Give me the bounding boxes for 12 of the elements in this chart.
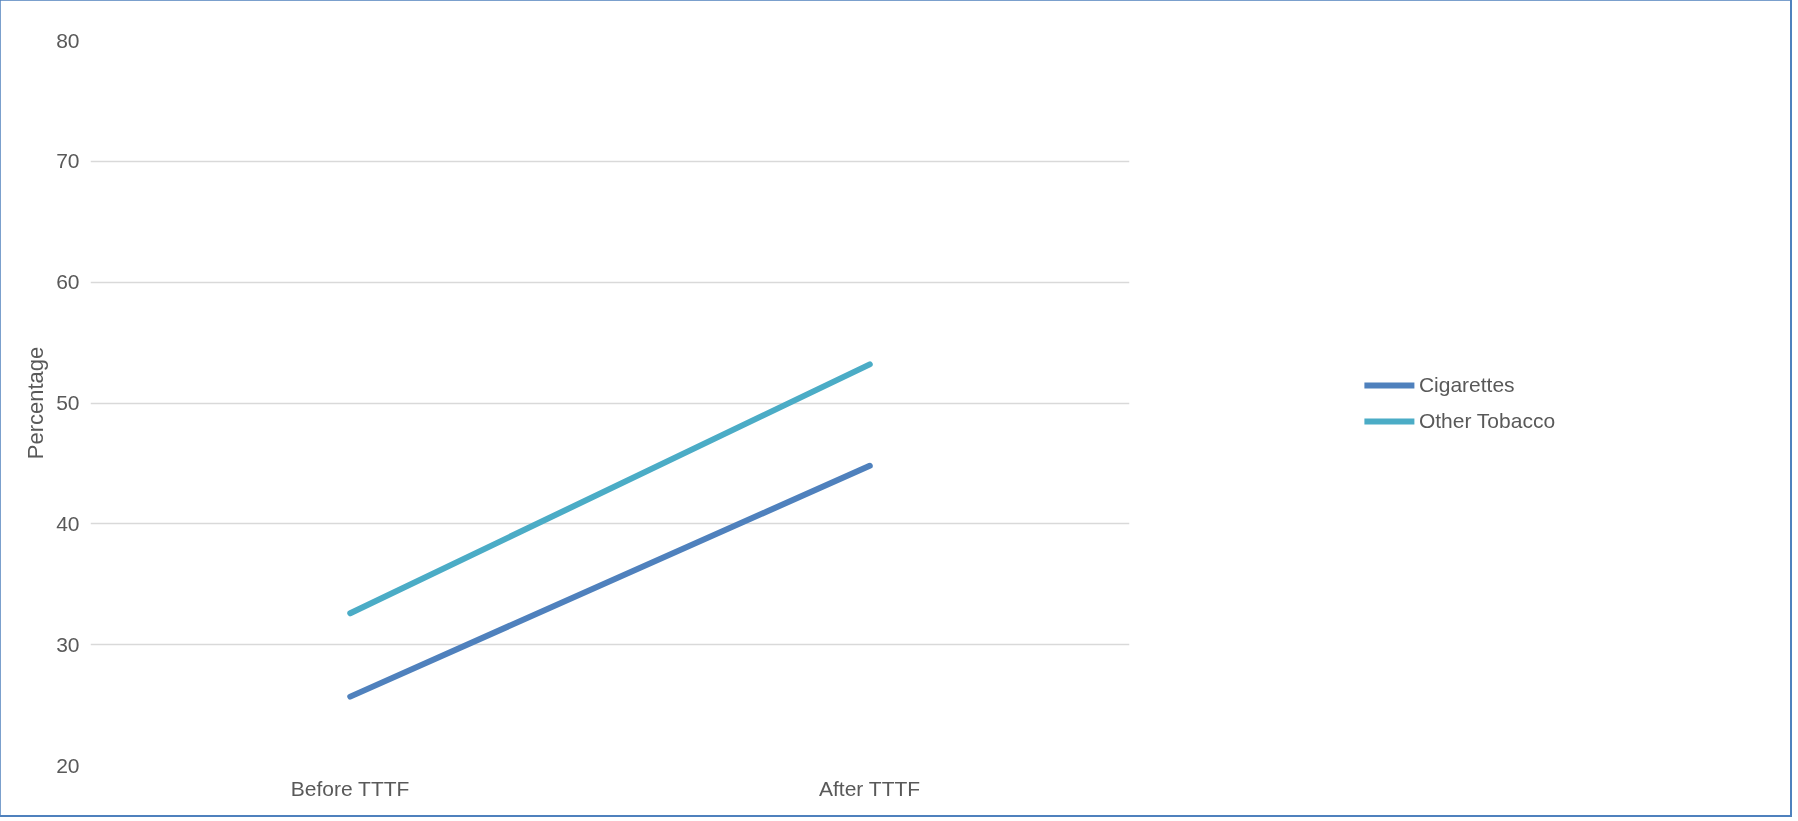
x-tick-label: Before TTTF — [290, 776, 410, 800]
y-tick-label: 40 — [56, 511, 80, 535]
y-tick-label: 20 — [56, 753, 80, 777]
y-tick-label: 60 — [56, 270, 80, 294]
legend-label: Cigarettes — [1418, 372, 1515, 397]
x-tick-label: After TTTF — [819, 776, 921, 800]
y-tick-label: 70 — [56, 149, 80, 173]
y-tick-label: 30 — [56, 632, 80, 656]
legend-label: Other Tobacco — [1418, 408, 1556, 433]
y-tick-label: 50 — [56, 391, 80, 414]
y-axis-title: Percentage — [23, 346, 49, 460]
y-tick-label: 80 — [56, 28, 80, 52]
